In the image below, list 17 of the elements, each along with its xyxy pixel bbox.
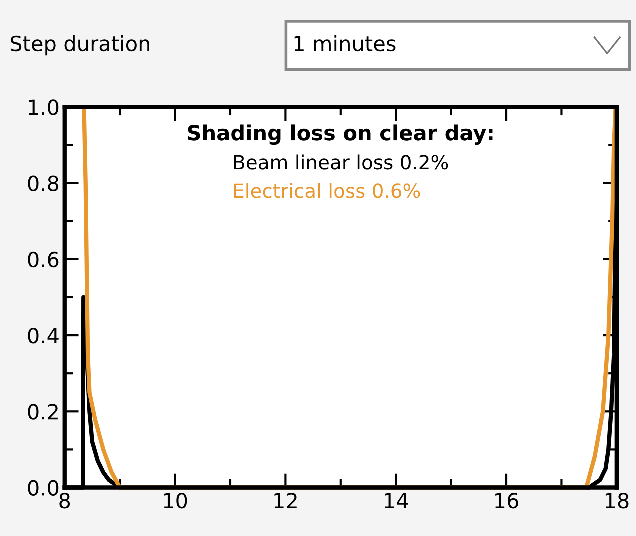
x-tick-label: 18 <box>606 492 629 509</box>
y-tick-label: 0.2 <box>28 404 58 420</box>
text: Step duration <box>10 35 150 56</box>
x-tick-label: 10 <box>164 492 188 509</box>
legend-title: Shading loss on clear day: <box>188 124 493 146</box>
y-tick-label: 0.0 <box>28 480 59 496</box>
x-tick-label: 16 <box>496 492 518 509</box>
y-tick-label: 0.8 <box>28 176 59 192</box>
text: Beam linear loss 0.2% <box>234 154 448 170</box>
text: Electrical loss 0.6% <box>234 183 420 198</box>
text: 1 minutes <box>294 35 396 52</box>
x-tick-label: 12 <box>274 492 297 508</box>
x-tick-label: 14 <box>385 493 408 508</box>
x-tick-label: 8 <box>60 492 70 509</box>
y-tick-label: 0.4 <box>28 328 59 344</box>
y-tick-label: 0.6 <box>28 252 59 268</box>
y-tick-label: 1.0 <box>29 100 59 116</box>
